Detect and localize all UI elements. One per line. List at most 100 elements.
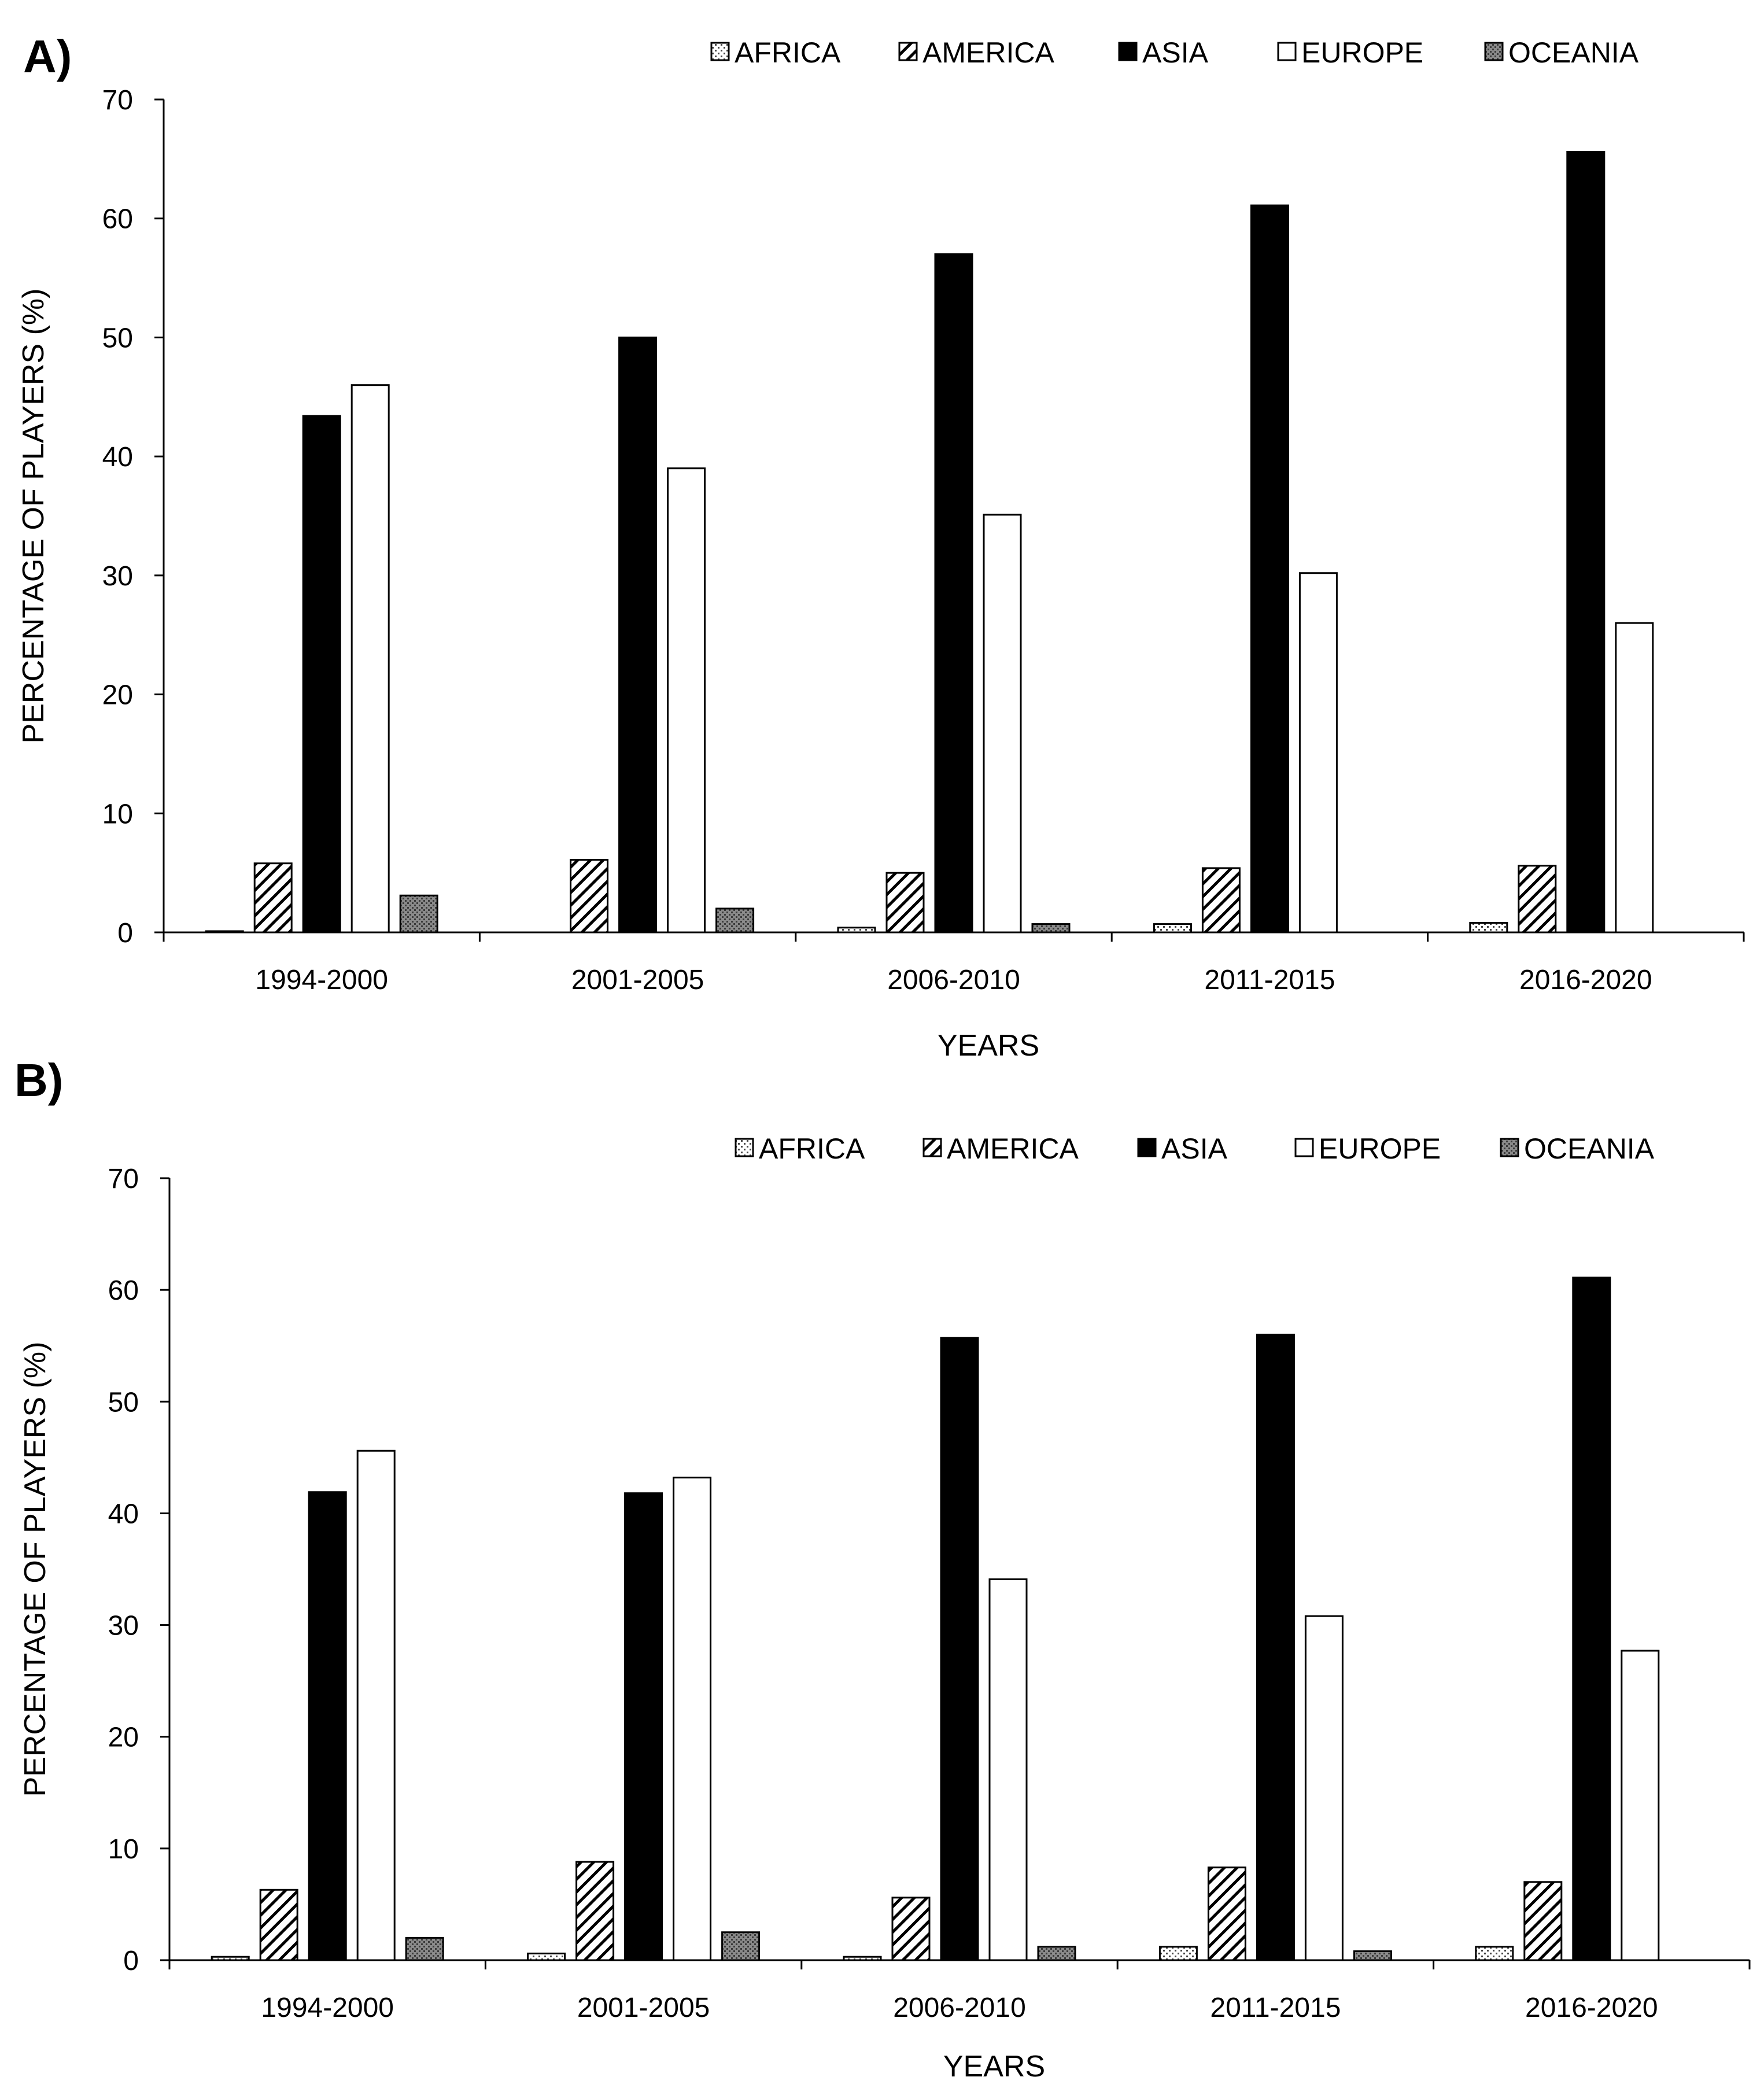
y-tick-label: 10	[102, 799, 133, 829]
x-tick-label-2006-2010: 2006-2010	[887, 965, 1020, 995]
legend-label-africa: AFRICA	[735, 36, 841, 69]
bar-europe-2016-2020	[1615, 622, 1654, 934]
bar-america-1994-2000	[253, 862, 293, 934]
y-tick-label: 70	[108, 1164, 139, 1194]
x-tick-label-2016-2020: 2016-2020	[1525, 1993, 1658, 2023]
legend-swatch-asia	[1118, 42, 1138, 61]
legend-swatch-africa	[735, 1138, 754, 1157]
bar-africa-2001-2005	[527, 1952, 566, 1961]
y-tick-label: 50	[108, 1387, 139, 1418]
bar-europe-2011-2015	[1304, 1615, 1344, 1961]
bar-america-2011-2015	[1207, 1866, 1246, 1961]
chart-a: 0 10 20 30 40 50 60 70 1994-2000 2001-2005 2006-20…	[17, 36, 1745, 1063]
bar-africa-2006-2010	[843, 1956, 882, 1961]
legend-swatch-europe	[1294, 1138, 1314, 1157]
y-tick-label: 60	[108, 1275, 139, 1306]
bar-asia-2006-2010	[934, 253, 973, 934]
bar-oceania-2001-2005	[721, 1931, 761, 1961]
bar-africa-1994-2000	[205, 930, 244, 934]
x-tick-label-2001-2005: 2001-2005	[577, 1993, 710, 2023]
x-tick-label-2006-2010: 2006-2010	[893, 1993, 1026, 2023]
bar-asia-2016-2020	[1572, 1277, 1611, 1961]
x-axis-title: YEARS	[938, 1029, 1039, 1063]
y-tick-label: 0	[123, 1946, 139, 1976]
y-tick-label: 70	[102, 85, 133, 116]
legend-swatch-africa	[710, 42, 730, 61]
bar-oceania-1994-2000	[399, 894, 438, 934]
x-tick-label-2011-2015: 2011-2015	[1204, 965, 1335, 995]
bar-europe-2006-2010	[988, 1578, 1028, 1961]
x-tick-label-1994-2000: 1994-2000	[255, 965, 388, 995]
x-tick-label-1994-2000: 1994-2000	[261, 1993, 394, 2023]
x-tick-label-2016-2020: 2016-2020	[1519, 965, 1652, 995]
y-tick-label: 20	[102, 680, 133, 711]
bar-asia-2001-2005	[618, 336, 658, 934]
bar-africa-2016-2020	[1469, 922, 1508, 934]
y-tick-label: 10	[108, 1834, 139, 1865]
bar-oceania-1994-2000	[405, 1936, 444, 1961]
bar-asia-1994-2000	[308, 1491, 347, 1961]
bar-asia-2006-2010	[940, 1337, 979, 1961]
bar-america-2006-2010	[885, 872, 925, 934]
legend-label-america: AMERICA	[922, 36, 1054, 69]
bar-america-2011-2015	[1201, 867, 1241, 934]
legend-label-asia: ASIA	[1161, 1132, 1228, 1165]
legend-swatch-america	[898, 42, 918, 61]
bar-america-1994-2000	[259, 1888, 298, 1961]
x-tick-label-2011-2015: 2011-2015	[1210, 1993, 1341, 2023]
legend-label-oceania: OCEANIA	[1508, 36, 1639, 69]
y-tick-label: 20	[108, 1722, 139, 1753]
bar-oceania-2001-2005	[715, 907, 755, 934]
bar-america-2006-2010	[891, 1897, 931, 1961]
legend-swatch-asia	[1137, 1138, 1157, 1157]
legend-label-europe: EUROPE	[1319, 1132, 1441, 1165]
legend-swatch-america	[922, 1138, 942, 1157]
y-tick-label: 40	[108, 1499, 139, 1529]
panel-label-b: B)	[14, 1054, 63, 1106]
y-axis-title: PERCENTAGE OF PLAYERS (%)	[19, 1342, 52, 1797]
legend-label-america: AMERICA	[947, 1132, 1079, 1165]
bar-africa-2006-2010	[837, 927, 876, 934]
bar-europe-1994-2000	[356, 1449, 396, 1961]
legend-label-asia: ASIA	[1142, 36, 1209, 69]
bar-america-2016-2020	[1518, 865, 1557, 934]
panel-label-a: A)	[23, 31, 72, 82]
y-tick-label: 30	[108, 1611, 139, 1641]
bar-europe-2011-2015	[1298, 572, 1338, 934]
bar-oceania-2011-2015	[1353, 1950, 1392, 1961]
legend-label-europe: EUROPE	[1301, 36, 1423, 69]
bar-asia-2001-2005	[624, 1492, 663, 1961]
y-tick-label: 0	[117, 918, 133, 949]
bar-europe-2001-2005	[673, 1477, 712, 1961]
legend-label-oceania: OCEANIA	[1524, 1132, 1655, 1165]
y-axis-title: PERCENTAGE OF PLAYERS (%)	[17, 289, 50, 744]
y-tick-label: 60	[102, 204, 133, 235]
bar-europe-2006-2010	[983, 514, 1022, 934]
legend-swatch-oceania	[1484, 42, 1504, 61]
bar-africa-2016-2020	[1475, 1946, 1514, 1961]
bar-europe-2001-2005	[667, 467, 706, 934]
bar-america-2001-2005	[575, 1861, 615, 1961]
bar-america-2001-2005	[570, 859, 609, 934]
y-tick-label: 30	[102, 561, 133, 592]
bar-asia-1994-2000	[302, 415, 341, 934]
bar-oceania-2006-2010	[1037, 1946, 1076, 1961]
bar-asia-2011-2015	[1256, 1333, 1295, 1961]
bar-asia-2011-2015	[1250, 204, 1289, 934]
x-axis-title: YEARS	[943, 2050, 1045, 2083]
x-tick-label-2001-2005: 2001-2005	[571, 965, 704, 995]
bar-europe-2016-2020	[1621, 1650, 1660, 1961]
y-tick-label: 50	[102, 323, 133, 353]
chart-b: 0 10 20 30 40 50 60 70 1994-2000 2001-2005 2006-20…	[19, 1132, 1751, 2083]
bar-europe-1994-2000	[350, 384, 390, 934]
legend-label-africa: AFRICA	[759, 1132, 865, 1165]
legend-swatch-oceania	[1500, 1138, 1519, 1157]
y-tick-label: 40	[102, 442, 133, 473]
legend-swatch-europe	[1277, 42, 1297, 61]
bar-asia-2016-2020	[1566, 151, 1606, 934]
bar-america-2016-2020	[1523, 1881, 1563, 1961]
bar-oceania-2006-2010	[1031, 923, 1071, 934]
bar-africa-2011-2015	[1158, 1946, 1198, 1961]
bar-africa-2011-2015	[1153, 923, 1192, 934]
